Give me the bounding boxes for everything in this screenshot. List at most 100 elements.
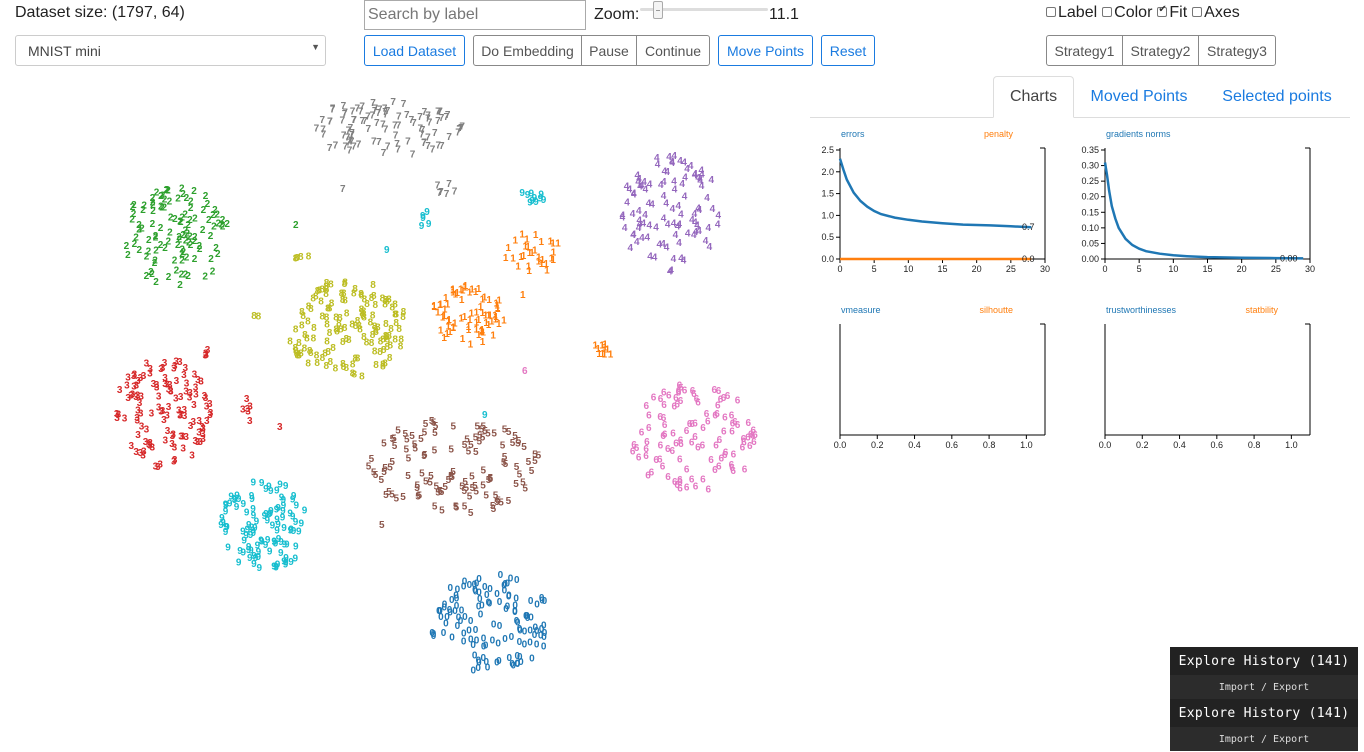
digit-point-6[interactable]: 6: [689, 419, 695, 430]
digit-point-4[interactable]: 4: [709, 175, 715, 186]
digit-point-8[interactable]: 8: [370, 311, 376, 322]
digit-point-8[interactable]: 8: [342, 278, 348, 289]
digit-point-0[interactable]: 0: [507, 653, 513, 664]
digit-point-1[interactable]: 1: [442, 305, 448, 316]
digit-point-1[interactable]: 1: [493, 312, 499, 323]
digit-point-3[interactable]: 3: [143, 437, 149, 448]
digit-point-4[interactable]: 4: [649, 200, 655, 211]
digit-point-8[interactable]: 8: [352, 284, 358, 295]
digit-point-6[interactable]: 6: [634, 443, 640, 454]
digit-point-6[interactable]: 6: [643, 444, 649, 455]
digit-point-2[interactable]: 2: [141, 200, 147, 211]
digit-point-4[interactable]: 4: [704, 193, 710, 204]
digit-point-8[interactable]: 8: [340, 295, 346, 306]
digit-point-9[interactable]: 9: [258, 536, 264, 547]
digit-point-4[interactable]: 4: [695, 203, 701, 214]
digit-point-7[interactable]: 7: [321, 130, 327, 141]
digit-point-2[interactable]: 2: [158, 202, 164, 213]
digit-point-9[interactable]: 9: [519, 188, 525, 199]
explore-history-panel-secondary[interactable]: Explore History (141) Import / Export: [1170, 699, 1358, 751]
digit-point-8[interactable]: 8: [320, 353, 326, 364]
digit-point-5[interactable]: 5: [369, 454, 375, 465]
digit-point-0[interactable]: 0: [517, 652, 523, 663]
digit-point-0[interactable]: 0: [539, 624, 545, 635]
digit-point-1[interactable]: 1: [483, 311, 489, 322]
digit-point-3[interactable]: 3: [207, 410, 213, 421]
digit-point-4[interactable]: 4: [620, 213, 626, 224]
digit-point-8[interactable]: 8: [327, 303, 333, 314]
digit-point-4[interactable]: 4: [647, 220, 653, 231]
digit-point-5[interactable]: 5: [434, 481, 440, 492]
digit-point-7[interactable]: 7: [348, 123, 354, 134]
digit-point-4[interactable]: 4: [647, 179, 653, 190]
digit-point-2[interactable]: 2: [162, 202, 168, 213]
digit-point-7[interactable]: 7: [445, 110, 451, 121]
tab-selected-points[interactable]: Selected points: [1222, 88, 1332, 105]
digit-point-3[interactable]: 3: [122, 414, 128, 425]
digit-point-3[interactable]: 3: [183, 386, 189, 397]
digit-point-7[interactable]: 7: [439, 141, 445, 152]
digit-point-8[interactable]: 8: [341, 362, 347, 373]
digit-point-8[interactable]: 8: [370, 330, 376, 341]
digit-point-2[interactable]: 2: [153, 233, 159, 244]
digit-point-8[interactable]: 8: [305, 317, 311, 328]
digit-point-3[interactable]: 3: [156, 392, 162, 403]
digit-point-2[interactable]: 2: [179, 183, 185, 194]
digit-point-7[interactable]: 7: [343, 142, 349, 153]
digit-point-0[interactable]: 0: [476, 601, 482, 612]
digit-point-7[interactable]: 7: [356, 139, 362, 150]
digit-point-8[interactable]: 8: [373, 360, 379, 371]
digit-point-5[interactable]: 5: [483, 491, 489, 502]
digit-point-1[interactable]: 1: [476, 315, 482, 326]
digit-point-7[interactable]: 7: [438, 187, 444, 198]
digit-point-6[interactable]: 6: [751, 426, 757, 437]
digit-point-0[interactable]: 0: [468, 616, 474, 627]
digit-point-4[interactable]: 4: [697, 174, 703, 185]
digit-point-8[interactable]: 8: [324, 313, 330, 324]
digit-point-6[interactable]: 6: [676, 387, 682, 398]
digit-point-1[interactable]: 1: [454, 288, 460, 299]
digit-point-9[interactable]: 9: [241, 547, 247, 558]
digit-point-1[interactable]: 1: [551, 248, 557, 259]
digit-point-6[interactable]: 6: [729, 427, 735, 438]
digit-point-0[interactable]: 0: [538, 631, 544, 642]
digit-point-4[interactable]: 4: [652, 253, 658, 264]
digit-point-6[interactable]: 6: [712, 465, 718, 476]
digit-point-9[interactable]: 9: [227, 499, 233, 510]
digit-point-5[interactable]: 5: [389, 489, 395, 500]
digit-point-8[interactable]: 8: [337, 313, 343, 324]
digit-point-8[interactable]: 8: [384, 342, 390, 353]
digit-point-9[interactable]: 9: [290, 494, 296, 505]
digit-point-4[interactable]: 4: [673, 230, 679, 241]
digit-point-6[interactable]: 6: [750, 430, 756, 441]
digit-point-1[interactable]: 1: [479, 325, 485, 336]
digit-point-7[interactable]: 7: [421, 138, 427, 149]
digit-point-6[interactable]: 6: [748, 429, 754, 440]
digit-point-8[interactable]: 8: [352, 369, 358, 380]
digit-point-0[interactable]: 0: [481, 641, 487, 652]
digit-point-3[interactable]: 3: [170, 431, 176, 442]
digit-point-2[interactable]: 2: [124, 241, 130, 252]
digit-point-9[interactable]: 9: [266, 482, 272, 493]
digit-point-6[interactable]: 6: [665, 472, 671, 483]
digit-point-6[interactable]: 6: [731, 450, 737, 461]
digit-point-3[interactable]: 3: [137, 398, 143, 409]
digit-point-0[interactable]: 0: [442, 602, 448, 613]
digit-point-0[interactable]: 0: [534, 626, 540, 637]
digit-point-1[interactable]: 1: [496, 295, 502, 306]
digit-point-5[interactable]: 5: [473, 432, 479, 443]
digit-point-0[interactable]: 0: [490, 635, 496, 646]
digit-point-0[interactable]: 0: [486, 598, 492, 609]
digit-point-2[interactable]: 2: [125, 250, 131, 261]
digit-point-3[interactable]: 3: [164, 379, 170, 390]
import-export-link[interactable]: Import / Export: [1170, 675, 1358, 699]
digit-point-0[interactable]: 0: [539, 593, 545, 604]
digit-point-0[interactable]: 0: [524, 611, 530, 622]
digit-point-2[interactable]: 2: [148, 267, 154, 278]
digit-point-3[interactable]: 3: [151, 379, 157, 390]
digit-point-6[interactable]: 6: [705, 417, 711, 428]
digit-point-2[interactable]: 2: [183, 226, 189, 237]
digit-point-6[interactable]: 6: [644, 401, 650, 412]
digit-point-3[interactable]: 3: [200, 423, 206, 434]
digit-point-0[interactable]: 0: [475, 663, 481, 674]
